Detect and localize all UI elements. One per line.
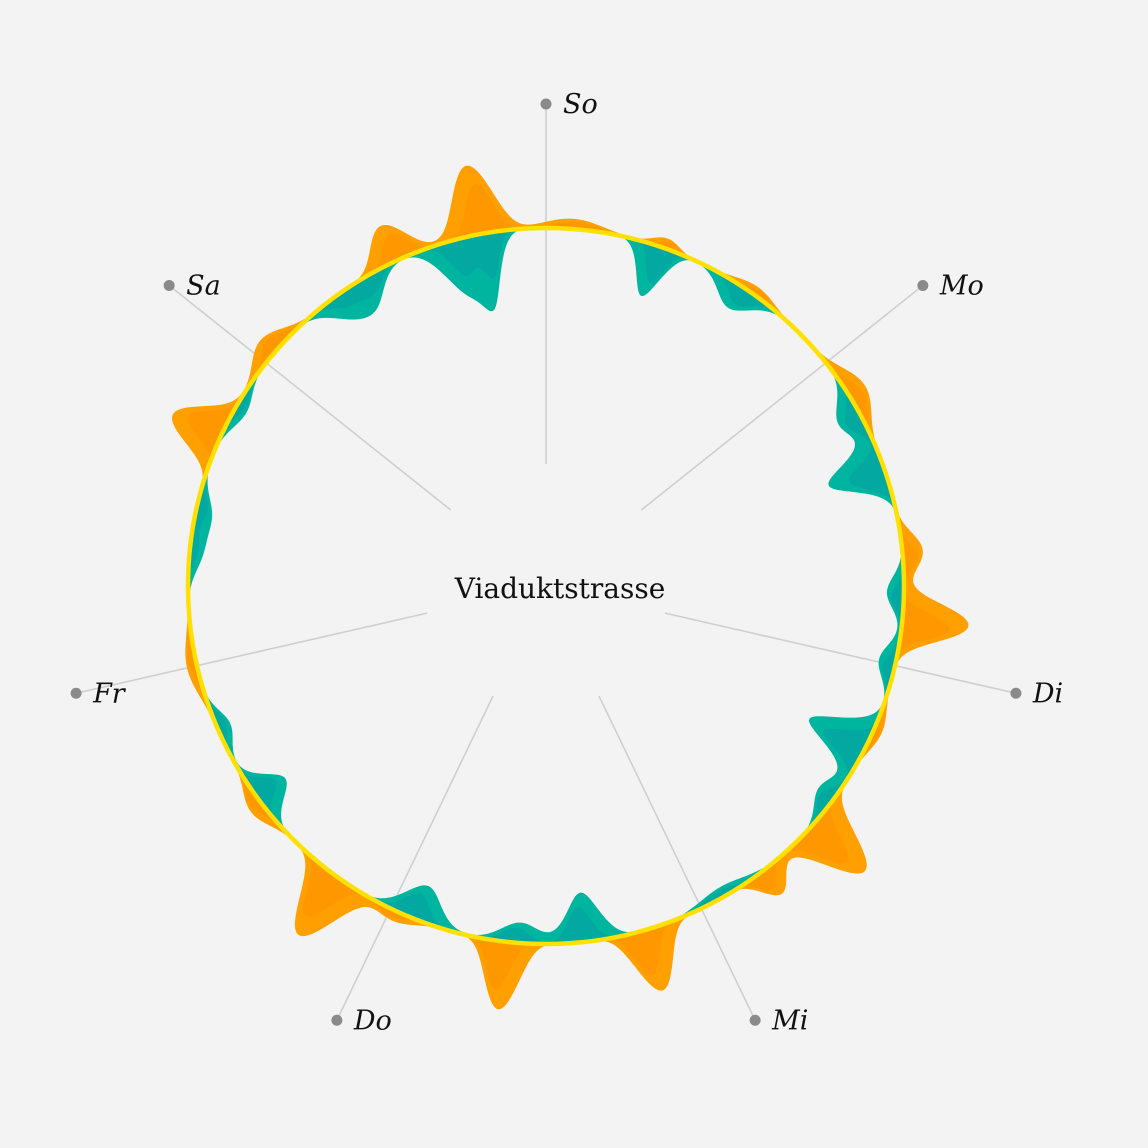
day-dot-di xyxy=(1010,687,1022,699)
day-label-so: So xyxy=(563,89,598,120)
day-dot-mi xyxy=(749,1014,761,1026)
day-label-mo: Mo xyxy=(939,270,984,301)
day-dot-mo xyxy=(917,279,929,291)
day-labels: So Mo Di Mi Do Fr Sa xyxy=(70,89,1063,1036)
day-dot-so xyxy=(540,98,552,110)
day-label-do: Do xyxy=(353,1005,392,1036)
spoke-di xyxy=(664,612,1015,694)
day-label-sa: Sa xyxy=(186,270,221,301)
spoke-mo xyxy=(640,286,922,511)
spoke-sa xyxy=(170,286,452,511)
day-dot-do xyxy=(331,1014,343,1026)
spoke-mi xyxy=(598,695,755,1019)
day-dot-sa xyxy=(163,279,175,291)
spoke-do xyxy=(337,695,494,1019)
day-spokes xyxy=(77,106,1015,1019)
day-label-fr: Fr xyxy=(92,678,127,709)
center-title: Viaduktstrasse xyxy=(454,572,666,605)
day-dot-fr xyxy=(70,687,82,699)
day-label-di: Di xyxy=(1032,678,1063,709)
baseline-ring xyxy=(185,225,907,947)
day-label-mi: Mi xyxy=(771,1005,808,1036)
spoke-fr xyxy=(77,612,428,694)
